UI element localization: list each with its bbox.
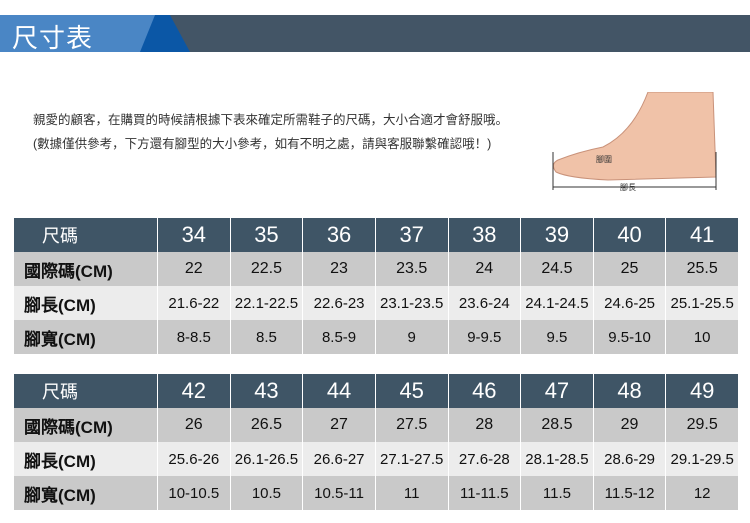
cell-width: 8-8.5 xyxy=(157,320,231,354)
cell-intl: 29.5 xyxy=(665,408,739,442)
cell-length: 22.6-23 xyxy=(302,286,376,320)
banner-accent xyxy=(0,15,160,52)
table-row-intl: 國際碼(CM) 26 26.5 27 27.5 28 28.5 29 29.5 xyxy=(14,408,739,442)
cell-length: 26.6-27 xyxy=(302,442,376,476)
table-row-length: 腳長(CM) 21.6-22 22.1-22.5 22.6-23 23.1-23.5 23… xyxy=(14,286,739,320)
table-row-size: 尺碼 34 35 36 37 38 39 40 41 xyxy=(14,218,739,252)
cell-length: 23.6-24 xyxy=(448,286,522,320)
cell-width: 10 xyxy=(665,320,739,354)
cell-size: 49 xyxy=(665,374,739,408)
row-label-size: 尺碼 xyxy=(14,218,158,252)
cell-length: 28.6-29 xyxy=(593,442,667,476)
cell-size: 46 xyxy=(448,374,522,408)
cell-width: 11-11.5 xyxy=(448,476,522,510)
cell-width: 12 xyxy=(665,476,739,510)
cell-size: 34 xyxy=(157,218,231,252)
cell-length: 25.6-26 xyxy=(157,442,231,476)
cell-size: 47 xyxy=(520,374,594,408)
cell-size: 48 xyxy=(593,374,667,408)
cell-width: 9-9.5 xyxy=(448,320,522,354)
row-label-intl: 國際碼(CM) xyxy=(14,252,158,286)
intro-text: 親愛的顧客，在購買的時候請根據下表來確定所需鞋子的尺碼，大小合適才會舒服哦。 (… xyxy=(33,113,509,151)
cell-intl: 25 xyxy=(593,252,667,286)
cell-width: 11 xyxy=(375,476,449,510)
cell-length: 27.6-28 xyxy=(448,442,522,476)
cell-length: 25.1-25.5 xyxy=(665,286,739,320)
cell-length: 28.1-28.5 xyxy=(520,442,594,476)
cell-width: 11.5-12 xyxy=(593,476,667,510)
cell-length: 29.1-29.5 xyxy=(665,442,739,476)
cell-size: 35 xyxy=(230,218,304,252)
cell-intl: 27.5 xyxy=(375,408,449,442)
cell-size: 41 xyxy=(665,218,739,252)
cell-intl: 26 xyxy=(157,408,231,442)
cell-intl: 24.5 xyxy=(520,252,594,286)
row-label-intl: 國際碼(CM) xyxy=(14,408,158,442)
cell-length: 27.1-27.5 xyxy=(375,442,449,476)
cell-intl: 29 xyxy=(593,408,667,442)
foot-diagram-image: 腳長 腳圍 xyxy=(552,92,717,192)
row-label-size: 尺碼 xyxy=(14,374,158,408)
row-label-length: 腳長(CM) xyxy=(14,286,158,320)
cell-width: 10.5 xyxy=(230,476,304,510)
cell-width: 8.5-9 xyxy=(302,320,376,354)
cell-size: 45 xyxy=(375,374,449,408)
cell-size: 43 xyxy=(230,374,304,408)
cell-intl: 24 xyxy=(448,252,522,286)
table-row-length: 腳長(CM) 25.6-26 26.1-26.5 26.6-27 27.1-27.5 27… xyxy=(14,442,739,476)
cell-size: 42 xyxy=(157,374,231,408)
cell-size: 40 xyxy=(593,218,667,252)
table-row-intl: 國際碼(CM) 22 22.5 23 23.5 24 24.5 25 25.5 xyxy=(14,252,739,286)
cell-length: 22.1-22.5 xyxy=(230,286,304,320)
cell-width: 10-10.5 xyxy=(157,476,231,510)
cell-intl: 25.5 xyxy=(665,252,739,286)
cell-size: 39 xyxy=(520,218,594,252)
cell-length: 26.1-26.5 xyxy=(230,442,304,476)
cell-size: 44 xyxy=(302,374,376,408)
cell-size: 36 xyxy=(302,218,376,252)
cell-width: 9.5-10 xyxy=(593,320,667,354)
cell-width: 8.5 xyxy=(230,320,304,354)
table-row-width: 腳寬(CM) 8-8.5 8.5 8.5-9 9 9-9.5 9.5 9.5-10 10 xyxy=(14,320,739,354)
cell-intl: 23 xyxy=(302,252,376,286)
foot-length-label: 腳長 xyxy=(620,182,636,192)
foot-girth-label: 腳圍 xyxy=(596,154,612,164)
table-row-width: 腳寬(CM) 10-10.5 10.5 10.5-11 11 11-11.5 11.5 11.… xyxy=(14,476,739,510)
cell-length: 24.6-25 xyxy=(593,286,667,320)
cell-length: 23.1-23.5 xyxy=(375,286,449,320)
page-title: 尺寸表 xyxy=(12,23,94,53)
row-label-length: 腳長(CM) xyxy=(14,442,158,476)
cell-size: 38 xyxy=(448,218,522,252)
cell-intl: 28 xyxy=(448,408,522,442)
cell-intl: 22 xyxy=(157,252,231,286)
table-row-size: 尺碼 42 43 44 45 46 47 48 49 xyxy=(14,374,739,408)
cell-intl: 27 xyxy=(302,408,376,442)
header-banner: 尺寸表 xyxy=(0,15,750,53)
size-table-2: 尺碼 42 43 44 45 46 47 48 49 國際碼(CM) 26 26.5 27 27.5 28 2… xyxy=(14,374,739,510)
cell-intl: 22.5 xyxy=(230,252,304,286)
cell-intl: 23.5 xyxy=(375,252,449,286)
size-table-1: 尺碼 34 35 36 37 38 39 40 41 國際碼(CM) 22 22.5 23 23.5 24 2… xyxy=(14,218,739,354)
cell-width: 11.5 xyxy=(520,476,594,510)
cell-intl: 26.5 xyxy=(230,408,304,442)
cell-length: 24.1-24.5 xyxy=(520,286,594,320)
row-label-width: 腳寬(CM) xyxy=(14,320,158,354)
cell-width: 9.5 xyxy=(520,320,594,354)
cell-size: 37 xyxy=(375,218,449,252)
row-label-width: 腳寬(CM) xyxy=(14,476,158,510)
cell-length: 21.6-22 xyxy=(157,286,231,320)
cell-width: 9 xyxy=(375,320,449,354)
cell-intl: 28.5 xyxy=(520,408,594,442)
cell-width: 10.5-11 xyxy=(302,476,376,510)
